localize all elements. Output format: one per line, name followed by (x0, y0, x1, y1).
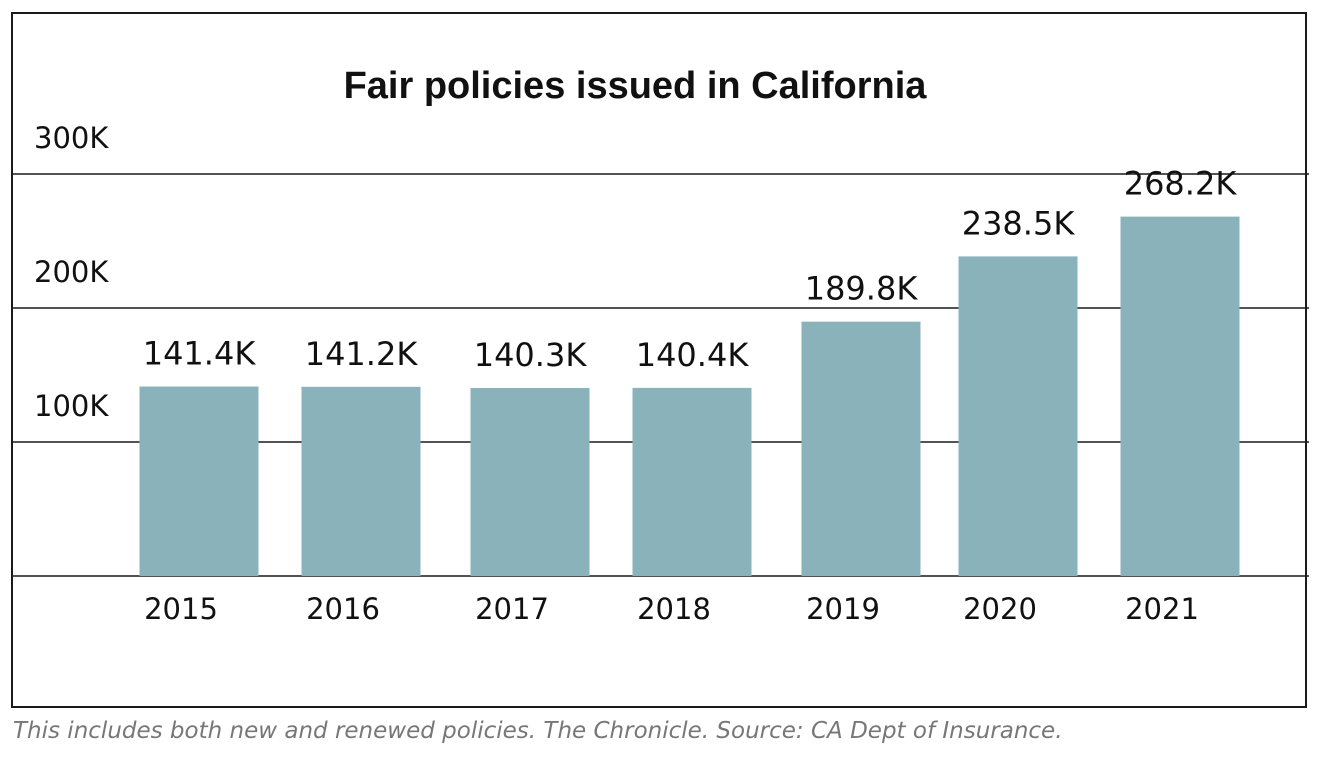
bar-2015 (139, 386, 259, 576)
x-tick-2018: 2018 (637, 592, 711, 626)
bar-2020 (958, 256, 1078, 576)
bar-label-2021: 268.2K (1124, 165, 1238, 203)
x-tick-2016: 2016 (306, 592, 380, 626)
chart-frame (11, 12, 1307, 708)
bar-2021 (1120, 216, 1240, 576)
bar-2018 (632, 387, 752, 576)
chart-caption: This includes both new and renewed polic… (13, 718, 1063, 744)
x-tick-2017: 2017 (475, 592, 549, 626)
x-tick-2019: 2019 (806, 592, 880, 626)
y-tick-label: 200K (34, 255, 109, 289)
bar-label-2015: 141.4K (143, 335, 257, 373)
bar-2017 (470, 387, 590, 576)
bar-label-2018: 140.4K (636, 336, 750, 374)
y-tick-label: 300K (34, 121, 109, 155)
bar-value-labels: 141.4K 141.2K 140.3K 140.4K 189.8K 238.5K 268.… (143, 165, 1238, 374)
x-tick-2015: 2015 (144, 592, 218, 626)
bars (139, 216, 1240, 576)
y-tick-label: 100K (34, 389, 109, 423)
bar-label-2019: 189.8K (805, 270, 919, 308)
x-tick-2021: 2021 (1125, 592, 1199, 626)
bar-label-2020: 238.5K (962, 204, 1076, 242)
chart-title: Fair policies issued in California (344, 65, 928, 107)
y-axis-ticks: 100K 200K 300K (34, 121, 109, 423)
bar-label-2016: 141.2K (305, 335, 419, 373)
bar-2016 (301, 386, 421, 576)
x-axis-ticks: 2015 2016 2017 2018 2019 2020 2021 (144, 592, 1199, 626)
bar-label-2017: 140.3K (474, 336, 588, 374)
bar-2019 (801, 321, 921, 576)
x-tick-2020: 2020 (963, 592, 1037, 626)
